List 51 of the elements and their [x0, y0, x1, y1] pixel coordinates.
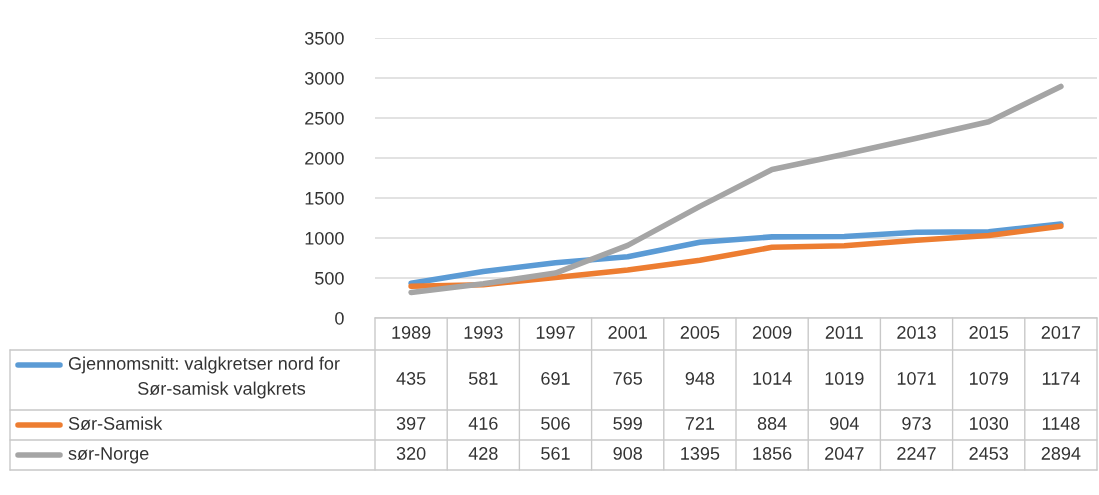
y-tick-label: 2000	[305, 151, 344, 165]
x-tick-label: 2017	[1041, 326, 1081, 339]
data-label: 320	[396, 447, 426, 460]
data-label: 884	[757, 417, 787, 430]
x-tick-label: 2015	[969, 326, 1009, 339]
data-label: 2247	[897, 447, 936, 460]
y-tick-label: 1500	[305, 191, 344, 205]
data-label: 397	[396, 417, 426, 430]
x-tick-label: 2013	[897, 326, 936, 339]
x-tick-label: 2009	[752, 326, 792, 339]
data-label: 435	[396, 372, 426, 385]
data-label: 1071	[897, 372, 936, 385]
data-label: 581	[468, 372, 498, 385]
data-label: 2894	[1041, 447, 1081, 460]
data-label: 1014	[753, 372, 792, 385]
x-tick-label: 2001	[608, 326, 647, 339]
data-label: 599	[613, 417, 642, 430]
data-label: 1019	[825, 372, 864, 385]
x-tick-label: 1993	[464, 326, 503, 339]
data-label: 1856	[753, 447, 792, 460]
data-label: 721	[685, 417, 715, 430]
x-tick-label: 2011	[825, 326, 863, 339]
data-label: 691	[541, 372, 570, 385]
data-label: 2453	[969, 447, 1008, 460]
data-label: 506	[541, 417, 570, 430]
data-label: 416	[468, 417, 498, 430]
y-tick-label: 1000	[305, 231, 344, 245]
y-tick-label: 500	[315, 271, 344, 285]
y-tick-label: 2500	[305, 111, 344, 125]
y-tick-label: 3500	[304, 31, 344, 45]
legend-label: Gjennomsnitt: valgkretser nord for Sør-samisk valgkrets	[68, 356, 340, 399]
data-label: 2047	[825, 447, 864, 460]
data-label: 908	[613, 447, 642, 460]
data-label: 561	[541, 447, 570, 460]
data-label: 904	[830, 417, 859, 430]
data-label: 1395	[681, 447, 720, 460]
data-label: 765	[613, 372, 643, 385]
x-tick-label: 1989	[392, 326, 431, 339]
legend-label: sør-Norge	[68, 447, 149, 464]
data-label: 428	[468, 447, 498, 460]
y-tick-label: 3000	[304, 71, 344, 85]
data-label: 1079	[970, 372, 1008, 385]
data-label: 1174	[1042, 372, 1080, 385]
legend-label: Sør-Samisk	[68, 416, 163, 430]
data-label: 973	[902, 417, 931, 430]
data-label: 1148	[1042, 417, 1080, 430]
data-label: 948	[685, 372, 715, 385]
y-tick-label: 0	[335, 311, 344, 325]
x-tick-label: 1997	[536, 326, 575, 339]
data-label: 1030	[970, 417, 1009, 430]
x-tick-label: 2005	[680, 326, 720, 339]
